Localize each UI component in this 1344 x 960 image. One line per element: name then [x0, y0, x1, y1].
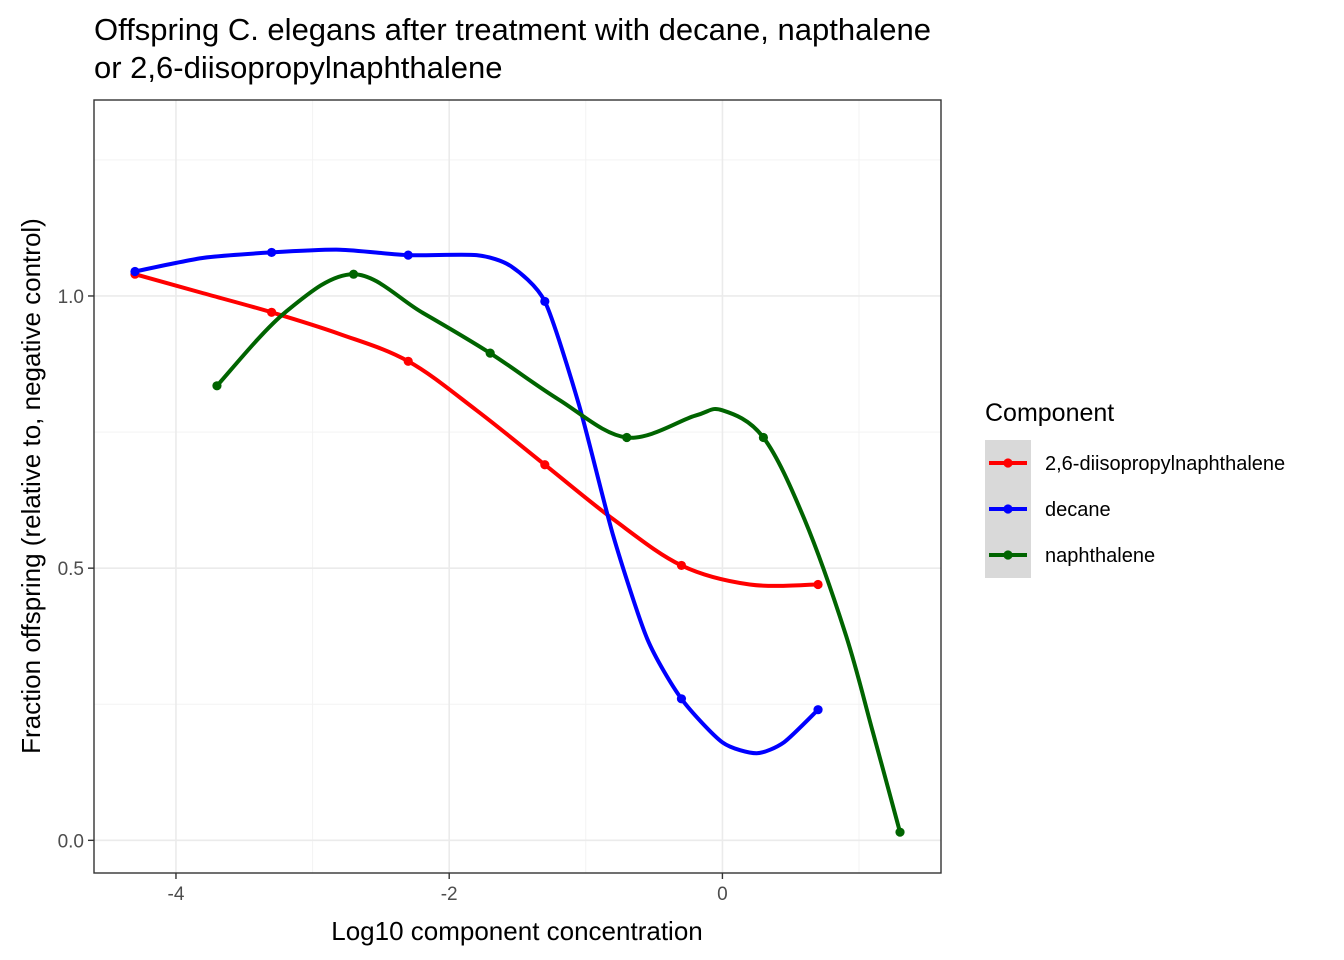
legend-title: Component — [985, 399, 1114, 427]
chart-title-line-2: or 2,6-diisopropylnaphthalene — [94, 50, 502, 85]
series-line-decane — [132, 247, 821, 756]
data-point-naphthalene — [622, 432, 632, 443]
data-point-decane — [266, 247, 277, 258]
legend-label: 2,6-diisopropylnaphthalene — [1045, 453, 1285, 475]
legend-label: decane — [1045, 499, 1111, 521]
x-tick-label: -2 — [441, 884, 458, 905]
data-point-naphthalene — [485, 348, 495, 358]
data-point-decane — [813, 705, 823, 715]
legend-key-point — [1003, 458, 1013, 468]
x-axis-title: Log10 component concentration — [331, 916, 703, 946]
data-point-naphthalene — [348, 269, 359, 279]
series-decane — [130, 247, 823, 756]
plot-axes: -4 -2 0 0.0 0.5 1.0 — [58, 287, 728, 905]
plot-series — [130, 247, 905, 837]
series-line-2-6-diisopropylnaphthalene — [132, 272, 821, 588]
data-point-decane — [676, 694, 687, 704]
y-tick-label: 0.5 — [58, 559, 84, 580]
data-point-2-6-diisopropylnaphthalene — [266, 307, 277, 317]
legend: Component 2,6-diisopropylnaphthalene deca… — [985, 399, 1285, 578]
series-naphthalene — [212, 269, 905, 837]
plot-grid — [94, 100, 941, 873]
data-point-2-6-diisopropylnaphthalene — [540, 460, 550, 470]
plot-panel-border — [93, 99, 942, 874]
y-tick-label: 1.0 — [58, 287, 84, 308]
data-point-naphthalene — [212, 381, 222, 391]
data-point-2-6-diisopropylnaphthalene — [813, 579, 823, 590]
legend-item-2-6-diisopropylnaphthalene: 2,6-diisopropylnaphthalene — [985, 440, 1285, 486]
y-tick-label: 0.0 — [58, 831, 84, 852]
series-2-6-diisopropylnaphthalene — [130, 269, 823, 590]
legend-label: naphthalene — [1045, 545, 1155, 567]
data-point-2-6-diisopropylnaphthalene — [403, 356, 413, 366]
data-point-naphthalene — [895, 827, 905, 837]
legend-item-naphthalene: naphthalene — [985, 532, 1155, 578]
data-point-decane — [130, 266, 140, 277]
legend-item-decane: decane — [985, 486, 1111, 532]
y-axis-title: Fraction offspring (relative to, negativ… — [16, 218, 46, 754]
data-point-2-6-diisopropylnaphthalene — [676, 560, 687, 571]
data-point-decane — [403, 250, 413, 260]
data-point-decane — [540, 296, 550, 307]
x-tick-label: -4 — [168, 884, 185, 905]
data-point-naphthalene — [758, 432, 769, 443]
legend-items: 2,6-diisopropylnaphthalene decane naphthal… — [985, 440, 1285, 578]
series-line-naphthalene — [214, 272, 903, 835]
legend-key-point — [1003, 504, 1013, 514]
legend-key-point — [1003, 550, 1013, 560]
chart-title-line-1: Offspring C. elegans after treatment wit… — [94, 12, 931, 47]
x-tick-label: 0 — [717, 884, 728, 905]
